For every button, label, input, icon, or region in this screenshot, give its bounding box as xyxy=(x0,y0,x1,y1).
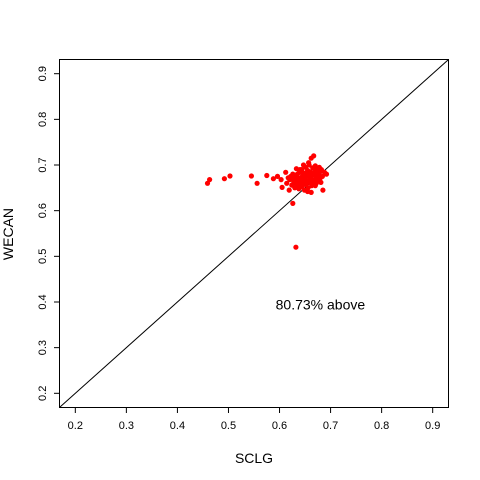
x-axis: 0.2 0.3 0.4 0.5 0.6 0.7 0.8 0.9 xyxy=(68,407,440,432)
x-tick-label: 0.2 xyxy=(68,420,83,432)
x-tick-label: 0.9 xyxy=(425,420,440,432)
data-point xyxy=(286,187,292,193)
y-tick-label: 0.9 xyxy=(37,66,49,81)
data-point xyxy=(207,177,213,183)
y-tick-label: 0.6 xyxy=(37,203,49,218)
data-point xyxy=(290,200,296,206)
data-point xyxy=(310,170,316,176)
x-tick-label: 0.8 xyxy=(374,420,389,432)
data-point xyxy=(293,244,299,250)
plot-frame xyxy=(59,59,449,408)
data-point xyxy=(293,166,299,172)
data-points-layer xyxy=(204,153,330,250)
y-tick-label: 0.7 xyxy=(37,157,49,172)
reference-line-layer xyxy=(59,59,449,408)
y-axis: 0.2 0.3 0.4 0.5 0.6 0.7 0.8 0.9 xyxy=(37,66,60,401)
data-point xyxy=(254,180,260,186)
y-tick-label: 0.5 xyxy=(37,249,49,264)
data-point xyxy=(311,153,317,159)
data-point xyxy=(279,184,285,190)
data-point xyxy=(274,173,281,179)
data-point xyxy=(284,180,290,186)
y-axis-title: WECAN xyxy=(0,208,16,260)
data-point xyxy=(270,176,276,182)
x-tick-label: 0.3 xyxy=(119,420,134,432)
data-point xyxy=(248,173,254,179)
y-tick-label: 0.3 xyxy=(37,340,49,355)
data-point xyxy=(302,179,308,185)
data-point xyxy=(319,173,325,179)
data-point xyxy=(306,160,312,166)
data-point xyxy=(308,189,314,195)
data-point xyxy=(320,187,326,193)
data-point xyxy=(323,171,330,177)
data-point xyxy=(300,162,307,168)
y-tick-label: 0.4 xyxy=(37,294,49,309)
x-tick-label: 0.6 xyxy=(272,420,287,432)
data-point xyxy=(283,169,289,175)
data-point xyxy=(264,172,270,179)
x-axis-title: SCLG xyxy=(235,450,273,466)
percent-above-annotation: 80.73% above xyxy=(276,296,366,312)
x-tick-label: 0.7 xyxy=(323,420,338,432)
data-point xyxy=(318,179,324,185)
identity-line xyxy=(59,59,449,408)
x-tick-label: 0.4 xyxy=(170,420,185,432)
data-point xyxy=(278,177,284,183)
data-point xyxy=(221,176,227,182)
y-tick-label: 0.2 xyxy=(37,386,49,401)
data-point xyxy=(312,183,318,189)
data-point xyxy=(227,173,233,179)
y-tick-label: 0.8 xyxy=(37,112,49,127)
data-point xyxy=(306,174,312,180)
x-tick-label: 0.5 xyxy=(221,420,236,432)
